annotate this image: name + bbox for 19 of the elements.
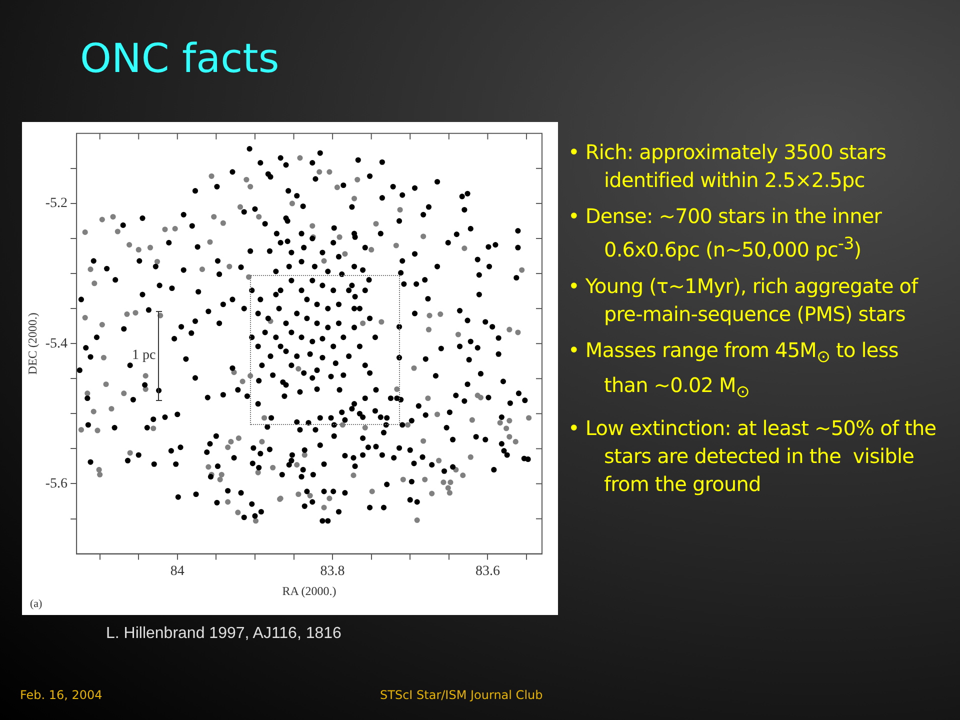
y-axis-title: DEC (2000.) <box>25 312 40 375</box>
text: • Dense: ~700 stars in the inner 0.6x0.6pc (n~50,000 pc$^{-3}$) <box>568 203 883 264</box>
text: • Rich: approximately 3500 stars identified within 2.5×2.5pc <box>568 139 888 194</box>
text: • Masses range from 45M$_{⊙}$ to less than ~0.02 M$_{⊙}$ <box>568 338 898 401</box>
x-tick-label: 83.8 <box>320 564 345 579</box>
x-tick-label: 84 <box>170 564 184 579</box>
text: Feb. 16, 2004 <box>20 688 102 702</box>
y-tick-label: -5.4 <box>45 336 68 352</box>
annotation: 1 pc <box>132 348 156 364</box>
text: • Low extinction: at least ~50% of the stars are detected in the visible from the ground <box>568 414 938 498</box>
text: L. Hillenbrand 1997, AJ116, 1816 <box>106 625 342 643</box>
y-tick-label: -5.6 <box>45 476 68 492</box>
x-tick-label: 83.6 <box>475 564 500 579</box>
text: STScI Star/ISM Journal Club <box>380 688 543 702</box>
y-tick-label: -5.2 <box>45 196 68 212</box>
x-axis-title: RA (2000.) <box>282 584 336 598</box>
text: (a) <box>30 598 42 610</box>
chart-title: ONC facts <box>80 36 280 82</box>
text: • Young (τ~1Myr), rich aggregate of pre-main-sequence (PMS) stars <box>568 272 920 328</box>
